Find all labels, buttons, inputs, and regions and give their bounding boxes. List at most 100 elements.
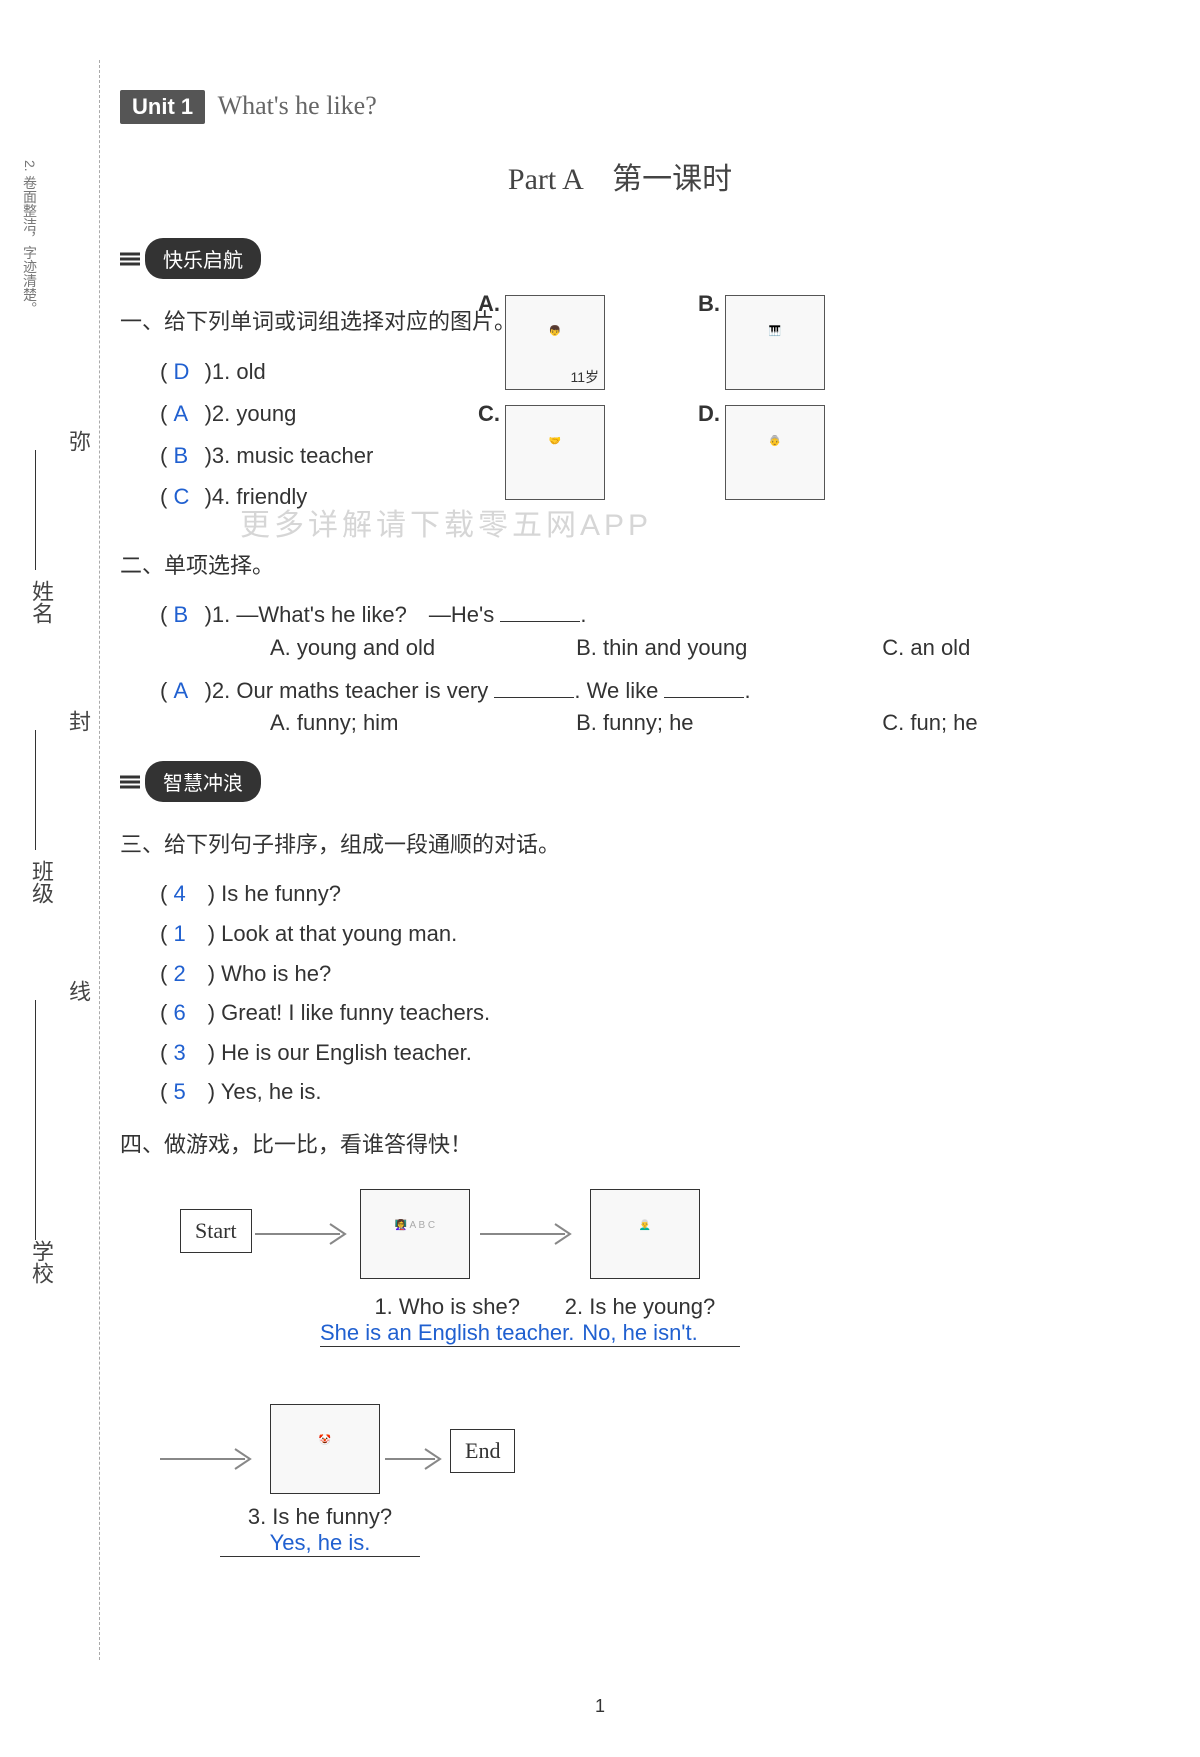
q1-item: ( B )3. music teacher xyxy=(160,435,1120,477)
q2-1-optB: B. thin and young xyxy=(576,635,876,661)
game-img-1: 👩‍🏫 A B C xyxy=(360,1189,470,1279)
q3-num-6: 5 xyxy=(173,1079,185,1104)
q3-item: ( 5 ) Yes, he is. xyxy=(160,1072,1120,1112)
game-q2-text: 2. Is he young? xyxy=(540,1294,740,1320)
q1-item: ( D )1. old xyxy=(160,351,1120,393)
img-a-caption: 11岁 xyxy=(570,367,599,387)
q1-ans-2: A xyxy=(173,393,198,435)
blank xyxy=(494,676,574,698)
q2-header: 二、单项选择。 xyxy=(120,548,1120,580)
q1-word-1: old xyxy=(236,359,265,384)
part-title: Part A 第一课时 xyxy=(120,154,1120,198)
game-q1-ans: She is an English teacher. xyxy=(320,1320,574,1347)
blank xyxy=(664,676,744,698)
q3-text-3: Who is he? xyxy=(221,961,331,986)
q3-list: ( 4 ) Is he funny? ( 1 ) Look at that yo… xyxy=(160,874,1120,1112)
game-q3: 3. Is he funny? Yes, he is. xyxy=(220,1504,420,1557)
img-d-label: D. xyxy=(698,401,720,427)
q4-header: 四、做游戏，比一比，看谁答得快！ xyxy=(120,1127,1120,1159)
q1-ans-3: B xyxy=(173,435,198,477)
page-number: 1 xyxy=(595,1696,605,1717)
end-box: End xyxy=(450,1429,515,1473)
q2-2-optB: B. funny; he xyxy=(576,710,876,736)
img-d: D. 👵 xyxy=(725,405,825,500)
q3-item: ( 3 ) He is our English teacher. xyxy=(160,1033,1120,1073)
game-img-3: 🤡 xyxy=(270,1404,380,1494)
watermark: 更多详解请下载零五网APP xyxy=(240,500,652,544)
img-b: B. 🎹 xyxy=(725,295,825,390)
q3-num-2: 1 xyxy=(173,921,185,946)
q1-num-4: 4. xyxy=(212,484,230,509)
q3-item: ( 4 ) Is he funny? xyxy=(160,874,1120,914)
q3-item: ( 6 ) Great! I like funny teachers. xyxy=(160,993,1120,1033)
game-q3-text: 3. Is he funny? xyxy=(220,1504,420,1530)
game-q3-ans: Yes, he is. xyxy=(220,1530,420,1557)
q1-list: ( D )1. old ( A )2. young ( B )3. music … xyxy=(160,351,1120,518)
q3-item: ( 2 ) Who is he? xyxy=(160,954,1120,994)
arrow-icon xyxy=(480,1219,580,1249)
q2-2-optC: C. fun; he xyxy=(882,710,1032,736)
game-q2-ans: No, he isn't. xyxy=(540,1320,740,1347)
q3-text-5: He is our English teacher. xyxy=(221,1040,472,1065)
side-mi: 弥 xyxy=(62,430,94,452)
q3-num-3: 2 xyxy=(173,961,185,986)
q3-num-5: 3 xyxy=(173,1040,185,1065)
q1-header: 一、给下列单词或词组选择对应的图片。 xyxy=(120,304,1120,336)
game-img-2: 👨‍🦳 xyxy=(590,1189,700,1279)
q2-num-2: 2. xyxy=(212,678,230,703)
unit-badge: Unit 1 xyxy=(120,90,205,124)
img-a-label: A. xyxy=(478,291,500,317)
arrow-icon xyxy=(160,1444,260,1474)
q1-num-1: 1. xyxy=(212,359,230,384)
side-line-2 xyxy=(35,730,36,850)
q2-ans-1: B xyxy=(173,595,198,635)
q1-num-3: 3. xyxy=(212,443,230,468)
side-name-label: 姓名 xyxy=(25,580,57,624)
game-q1: 1. Who is she? She is an English teacher… xyxy=(320,1294,574,1347)
side-line-4 xyxy=(35,1120,36,1240)
q1-word-2: young xyxy=(236,401,296,426)
img-c: C. 🤝 xyxy=(505,405,605,500)
side-line-1 xyxy=(35,450,36,570)
img-a: A. 👦 11岁 xyxy=(505,295,605,390)
q2-stem-2c: . xyxy=(744,678,750,703)
q3-text-1: Is he funny? xyxy=(221,881,341,906)
img-c-label: C. xyxy=(478,401,500,427)
q2-stem-2b: . We like xyxy=(574,678,664,703)
start-box: Start xyxy=(180,1209,252,1253)
q3-item: ( 1 ) Look at that young man. xyxy=(160,914,1120,954)
unit-title: What's he like? xyxy=(218,91,377,121)
game-q1-text: 1. Who is she? xyxy=(320,1294,574,1320)
main-content: Unit 1 What's he like? Part A 第一课时 快乐启航 … xyxy=(120,90,1120,1519)
section-badge-2: 智慧冲浪 xyxy=(145,761,261,802)
q3-text-4: Great! I like funny teachers. xyxy=(221,1000,490,1025)
side-class-label: 班级 xyxy=(25,860,57,904)
q2-num-1: 1. xyxy=(212,602,230,627)
q1-ans-4: C xyxy=(173,476,198,518)
img-b-label: B. xyxy=(698,291,720,317)
q1-num-2: 2. xyxy=(212,401,230,426)
q3-text-2: Look at that young man. xyxy=(221,921,457,946)
q2-ans-2: A xyxy=(173,671,198,711)
side-feng: 封 xyxy=(62,710,94,732)
q3-text-6: Yes, he is. xyxy=(221,1079,322,1104)
q2-stem-1a: —What's he like? —He's xyxy=(236,602,500,627)
q2-stem-1b: . xyxy=(580,602,586,627)
q2-item-2: ( A )2. Our maths teacher is very . We l… xyxy=(160,671,1120,737)
q2-stem-2a: Our maths teacher is very xyxy=(236,678,494,703)
q1-word-3: music teacher xyxy=(236,443,373,468)
side-column: 2. 卷面整洁，字迹清楚。 弥 姓名 封 班级 线 学校 xyxy=(40,60,100,1660)
arrow-icon xyxy=(255,1219,355,1249)
q1-item: ( A )2. young xyxy=(160,393,1120,435)
q2-1-optC: C. an old xyxy=(882,635,1032,661)
q2-2-optA: A. funny; him xyxy=(270,710,570,736)
side-xian: 线 xyxy=(62,980,94,1002)
game-section: Start 👩‍🏫 A B C 👨‍🦳 1. Who is she? She i… xyxy=(120,1179,1120,1519)
side-note: 2. 卷面整洁，字迹清楚。 xyxy=(20,160,40,316)
q2-item-1: ( B )1. —What's he like? —He's . A. youn… xyxy=(160,595,1120,661)
side-school-label: 学校 xyxy=(25,1240,57,1284)
section-badge-1: 快乐启航 xyxy=(145,238,261,279)
q2-1-optA: A. young and old xyxy=(270,635,570,661)
q1-ans-1: D xyxy=(173,351,198,393)
arrow-icon xyxy=(385,1444,450,1474)
